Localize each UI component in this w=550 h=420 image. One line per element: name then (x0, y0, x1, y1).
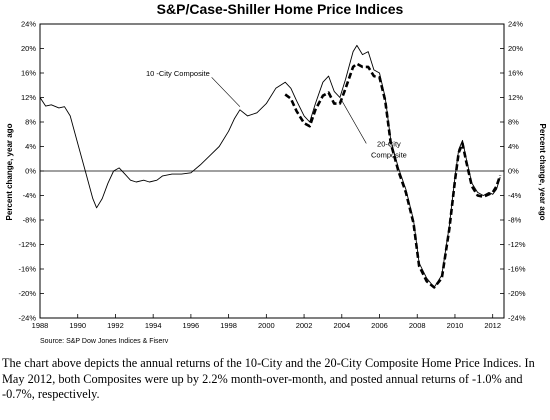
annotation-label: 20-City (377, 140, 401, 149)
x-tick-label: 2010 (447, 321, 464, 330)
y-tick-label-left: 8% (25, 118, 36, 127)
x-tick-label: 2008 (409, 321, 426, 330)
y-tick-label-left: -4% (23, 191, 37, 200)
series-layer (39, 44, 502, 289)
chart-title: S&P/Case-Shiller Home Price Indices (157, 1, 404, 17)
y-tick-label-left: -24% (18, 314, 36, 323)
x-tick-label: 1990 (69, 321, 86, 330)
y-tick-label-right: 0% (508, 167, 519, 176)
series-20-city-line (284, 62, 502, 289)
x-tick-label: 2000 (258, 321, 275, 330)
y-axis-label-left: Percent change, year ago (5, 123, 14, 220)
y-tick-label-right: -8% (508, 216, 522, 225)
annotation-leader-10-city (211, 77, 241, 107)
annotation-label: Composite (371, 151, 407, 160)
x-tick-label: 1996 (183, 321, 200, 330)
x-tick-label: 1988 (32, 321, 49, 330)
annotation-label: 10 -City Composite (146, 69, 210, 78)
y-tick-label-left: 20% (21, 44, 36, 53)
y-tick-label-left: 24% (21, 20, 36, 29)
y-tick-label-right: -24% (508, 314, 526, 323)
y-tick-label-left: 16% (21, 69, 36, 78)
y-tick-label-right: 12% (508, 93, 523, 102)
y-tick-label-right: -4% (508, 191, 522, 200)
y-tick-label-right: 8% (508, 118, 519, 127)
y-tick-label-left: -12% (18, 240, 36, 249)
tick-layer: 24% 24% 20% 20% 16% 16% 12% 12% 8% 8% 4% 4% 0% 0% -4% -… (18, 20, 525, 331)
y-tick-label-left: -16% (18, 265, 36, 274)
source-note: Source: S&P Dow Jones Indices & Fiserv (40, 338, 169, 345)
x-tick-label: 2004 (333, 321, 350, 330)
y-tick-label-right: 24% (508, 20, 523, 29)
home-price-chart: S&P/Case-Shiller Home Price Indices 24% 2… (5, 1, 547, 345)
y-tick-label-right: 16% (508, 69, 523, 78)
y-tick-label-right: -12% (508, 240, 526, 249)
y-axis-label-right: Percent change, year ago (538, 124, 547, 221)
annotation-leader-20-city (341, 100, 367, 144)
y-tick-label-left: -8% (23, 216, 37, 225)
annotation-layer: 10 -City Composite 20-City Composite (146, 69, 407, 159)
x-tick-label: 2012 (484, 321, 501, 330)
x-tick-label: 1998 (220, 321, 237, 330)
y-tick-label-left: -20% (18, 289, 36, 298)
y-tick-label-right: 4% (508, 142, 519, 151)
y-tick-label-left: 4% (25, 142, 36, 151)
x-tick-label: 1992 (107, 321, 124, 330)
series-10-city-line (39, 44, 501, 288)
y-tick-label-left: 12% (21, 93, 36, 102)
x-tick-label: 2002 (296, 321, 313, 330)
y-tick-label-right: 20% (508, 44, 523, 53)
x-tick-label: 1994 (145, 321, 162, 330)
x-tick-label: 2006 (371, 321, 388, 330)
chart-caption: The chart above depicts the annual retur… (2, 356, 535, 401)
y-tick-label-left: 0% (25, 167, 36, 176)
y-tick-label-right: -16% (508, 265, 526, 274)
y-tick-label-right: -20% (508, 289, 526, 298)
